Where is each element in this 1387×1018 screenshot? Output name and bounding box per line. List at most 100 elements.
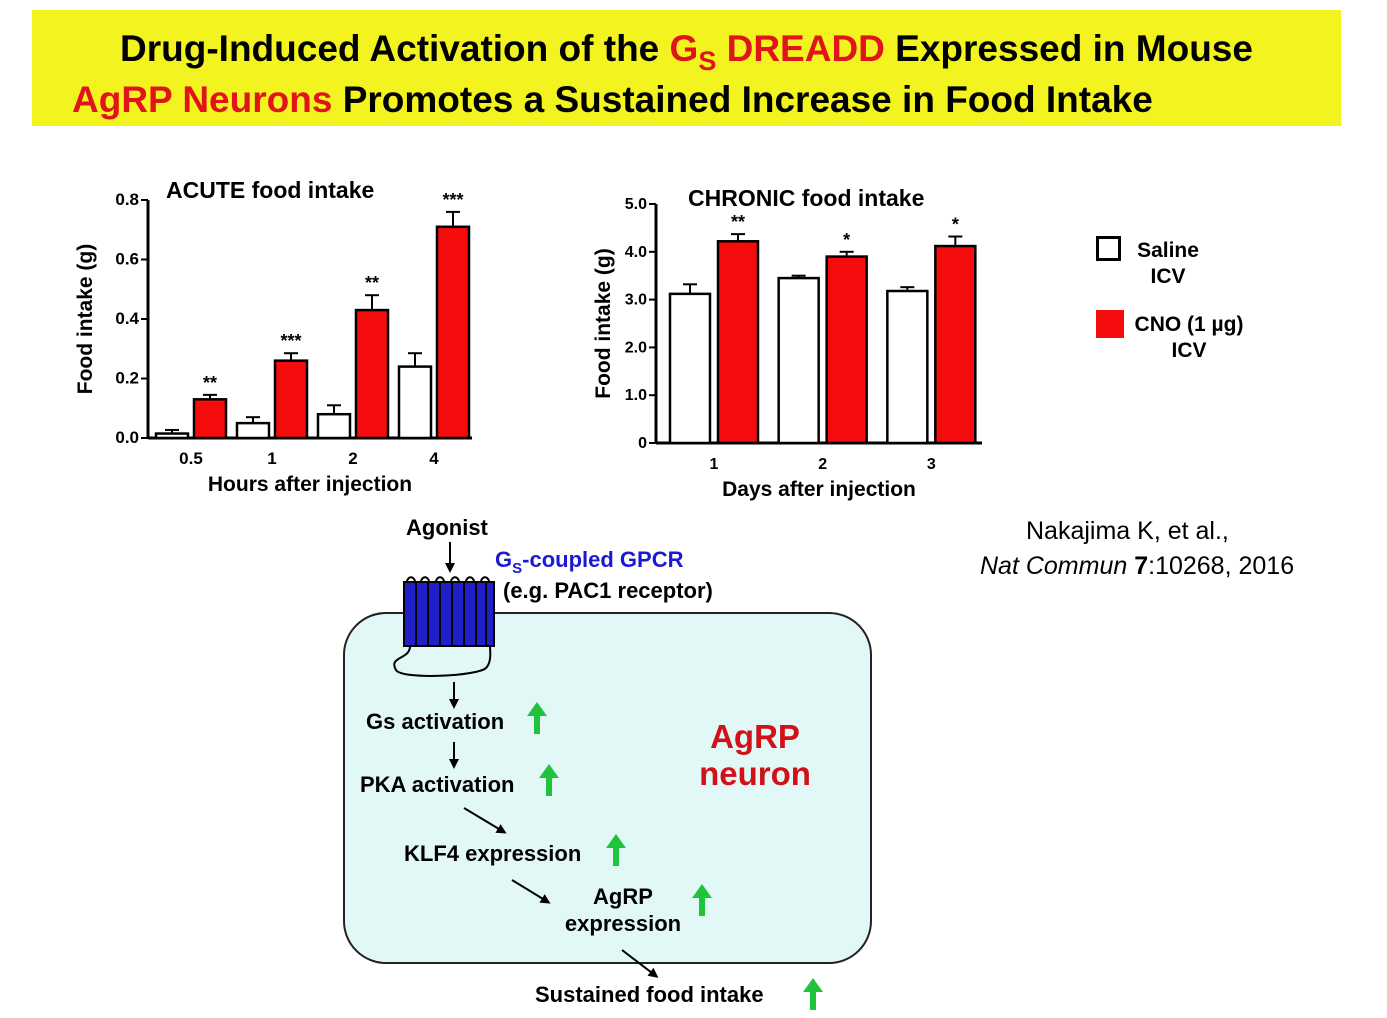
y-tick-label: 0.0: [115, 428, 139, 447]
agrp-expression-line2: expression: [564, 911, 682, 936]
legend-saline-sub: ICV: [1150, 265, 1186, 288]
bar-cno: [435, 225, 471, 440]
pka-activation-label: PKA activation: [360, 772, 515, 797]
x-tick-label: 0.5: [179, 449, 203, 468]
y-tick-label: 0.2: [115, 369, 139, 388]
title-line-2: AgRP Neurons Promotes a Sustained Increa…: [72, 78, 1381, 122]
gpcr-text: -coupled GPCR: [522, 547, 684, 572]
up-arrow-icon: [803, 978, 823, 1010]
x-axis-label: Hours after injection: [208, 473, 412, 496]
title-agrp-neurons: AgRP Neurons: [72, 79, 333, 120]
y-tick-label: 1.0: [625, 387, 647, 404]
bar-saline: [235, 421, 271, 440]
significance-label: **: [365, 273, 379, 293]
gpcr-g: G: [495, 547, 513, 572]
bar-saline: [316, 412, 352, 440]
title-text-3: Promotes a Sustained Increase in Food In…: [332, 79, 1153, 120]
neuron-cell-body: [343, 612, 872, 964]
legend-cno-sub: ICV: [1171, 339, 1207, 362]
title-text: Drug-Induced Activation of the: [120, 28, 670, 69]
agrp-neuron-label: AgRP neuron: [680, 718, 830, 792]
klf4-expression-label: KLF4 expression: [404, 841, 582, 866]
agonist-label: Agonist: [406, 515, 488, 540]
title-line-1: Drug-Induced Activation of the GS DREADD…: [32, 27, 1341, 76]
significance-label: ***: [442, 190, 463, 210]
agrp-neuron-line1: AgRP: [710, 718, 800, 755]
agrp-expression-label: AgRP expression: [556, 883, 690, 937]
y-axis-label: Food intake (g): [592, 248, 615, 399]
legend-saline-label: Saline ICV: [1122, 238, 1214, 290]
arrow-to-klf4: [463, 807, 507, 834]
legend-cno-text: CNO (1 µg): [1134, 313, 1244, 336]
up-arrow-icon: [606, 834, 626, 866]
agrp-expression-line1: AgRP: [593, 884, 653, 909]
y-tick-label: 4.0: [625, 244, 647, 261]
title-g: G: [669, 28, 699, 69]
significance-label: ***: [280, 331, 301, 351]
x-tick-label: 1: [710, 456, 719, 473]
y-tick-label: 0.6: [115, 250, 139, 269]
title-text-2: Expressed in Mouse: [884, 28, 1253, 69]
gpcr-label: GS-coupled GPCR: [495, 547, 684, 577]
up-arrow-icon: [527, 702, 547, 734]
bar-saline: [777, 276, 820, 445]
citation-journal: Nat Commun: [980, 552, 1128, 580]
bar-saline: [668, 292, 712, 445]
y-tick-label: 0.4: [115, 309, 139, 328]
y-tick-label: 5.0: [625, 196, 647, 213]
significance-label: **: [731, 212, 745, 232]
bar-cno: [716, 240, 760, 445]
x-tick-label: 2: [348, 449, 357, 468]
title-g-subscript: S: [698, 46, 717, 76]
bar-cno: [825, 255, 868, 445]
up-arrow-icon: [539, 764, 559, 796]
x-axis-label: Days after injection: [722, 478, 916, 501]
acute-chart: 0.0 0.2 0.4 0.6 0.8 ** 0.5 *** 1 ** 2 *** 4 ACUTE foo…: [74, 177, 472, 496]
significance-label: *: [843, 230, 850, 250]
y-axis-label: Food intake (g): [74, 244, 97, 395]
bar-saline: [154, 432, 190, 440]
citation: Nakajima K, et al., Nat Commun 7:10268, …: [980, 514, 1380, 584]
citation-source: Nat Commun 7:10268, 2016: [980, 549, 1380, 584]
bar-cno: [354, 308, 390, 440]
bar-saline: [886, 289, 929, 445]
bar-saline: [397, 365, 433, 440]
title-dreadd: DREADD: [716, 28, 885, 69]
x-tick-label: 1: [267, 449, 276, 468]
pathway-diagram: [343, 542, 872, 1010]
y-tick-label: 3.0: [625, 292, 647, 309]
bar-cno: [192, 398, 228, 440]
title-banner: Drug-Induced Activation of the GS DREADD…: [32, 10, 1341, 126]
up-arrow-icon: [692, 884, 712, 916]
significance-label: *: [952, 215, 959, 235]
x-tick-label: 2: [818, 456, 827, 473]
bar-cno: [273, 359, 309, 440]
x-tick-label: 3: [927, 456, 936, 473]
gpcr-example-label: (e.g. PAC1 receptor): [503, 578, 713, 603]
arrow-to-food-intake: [621, 949, 659, 978]
sustained-food-intake-label: Sustained food intake: [535, 982, 764, 1007]
arrow-to-agrp-expression: [511, 879, 551, 904]
gpcr-receptor: [393, 576, 495, 677]
chart-title: ACUTE food intake: [166, 177, 374, 203]
legend: Saline ICV CNO (1 µg) ICV: [1092, 232, 1292, 372]
chart-title: CHRONIC food intake: [688, 185, 924, 211]
bar-cno: [934, 244, 977, 445]
agrp-neuron-line2: neuron: [699, 755, 811, 792]
y-tick-label: 0: [638, 435, 647, 452]
citation-rest: :10268, 2016: [1148, 552, 1295, 580]
legend-saline-text: Saline: [1137, 239, 1199, 262]
y-tick-label: 0.8: [115, 190, 139, 209]
chronic-chart: 0 1.0 2.0 3.0 4.0 5.0 ** 1 * 2 * 3 CHRONIC food inta…: [592, 185, 982, 501]
title-gs: GS DREADD: [669, 28, 885, 76]
legend-cno-swatch: [1096, 310, 1124, 338]
up-arrows: [527, 702, 823, 1010]
legend-cno-label: CNO (1 µg) ICV: [1124, 312, 1254, 364]
citation-volume: 7: [1134, 552, 1149, 580]
x-tick-label: 4: [429, 449, 439, 468]
y-tick-label: 2.0: [625, 339, 647, 356]
gs-activation-label: Gs activation: [366, 709, 505, 734]
citation-authors: Nakajima K, et al.,: [1026, 517, 1229, 545]
legend-saline-swatch: [1096, 236, 1121, 261]
significance-label: **: [203, 373, 217, 393]
